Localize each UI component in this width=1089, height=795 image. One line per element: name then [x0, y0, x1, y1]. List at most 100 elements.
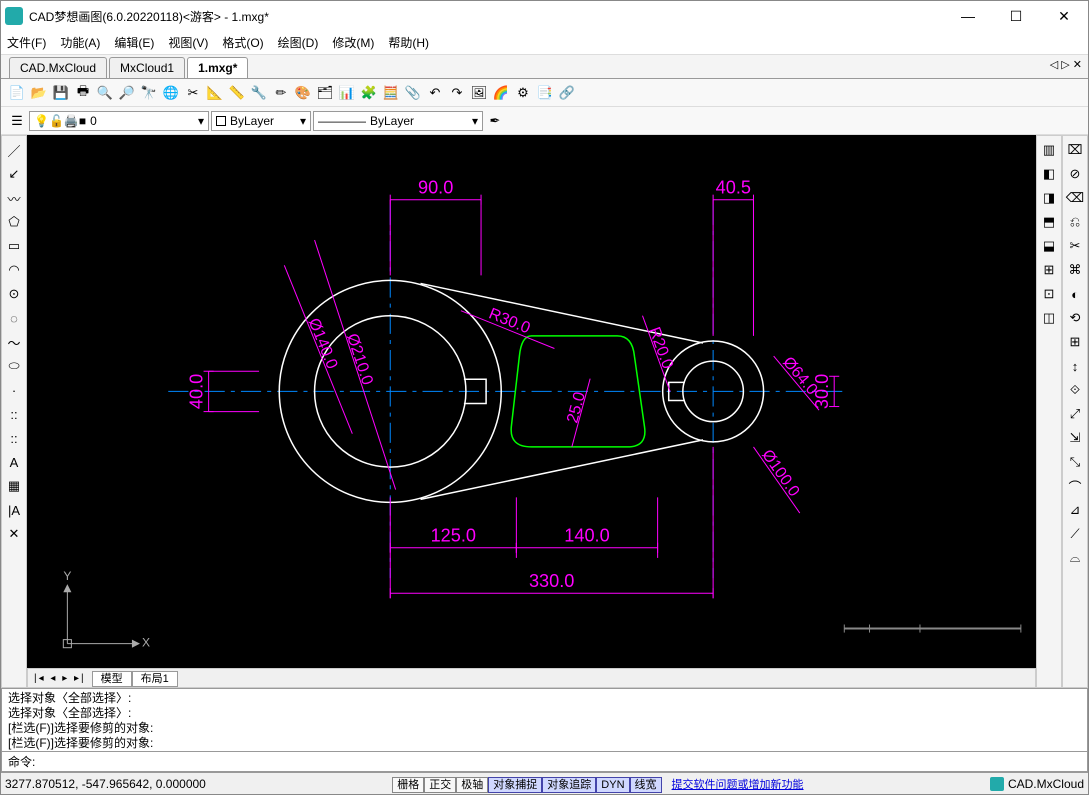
menu-item[interactable]: 编辑(E) — [114, 34, 154, 51]
doc-tab[interactable]: 1.mxg* — [187, 57, 248, 78]
draw-tool-button[interactable]: :: — [4, 404, 24, 424]
view-tool-button[interactable]: ◫ — [1039, 308, 1059, 328]
toolbar-button[interactable]: 🖼 — [469, 83, 489, 103]
toolbar-button[interactable]: 🔗 — [557, 83, 577, 103]
doc-tab[interactable]: MxCloud1 — [109, 57, 185, 78]
modify-tool-button[interactable]: ⎌ — [1065, 212, 1085, 232]
modify-tool-button[interactable]: ⟲ — [1065, 308, 1085, 328]
toolbar-button[interactable]: 🎨 — [293, 83, 313, 103]
layer-selector[interactable]: 💡🔓🖨️■0▾ — [29, 111, 209, 131]
status-toggle[interactable]: 栅格 — [392, 777, 424, 793]
draw-tool-button[interactable]: ▦ — [4, 476, 24, 496]
view-tool-button[interactable]: ◧ — [1039, 164, 1059, 184]
toolbar-button[interactable]: 🖶 — [73, 83, 93, 103]
status-toggle[interactable]: 极轴 — [456, 777, 488, 793]
toolbar-button[interactable]: 🔍 — [95, 83, 115, 103]
color-selector[interactable]: ByLayer▾ — [211, 111, 311, 131]
layout-tab[interactable]: 模型 — [92, 671, 132, 687]
draw-tool-button[interactable]: · — [4, 380, 24, 400]
draw-tool-button[interactable]: A — [4, 452, 24, 472]
layout-nav[interactable]: |◂ ◂ ▸ ▸| — [34, 673, 86, 684]
maximize-button[interactable]: ☐ — [996, 2, 1036, 30]
toolbar-button[interactable]: 📐 — [205, 83, 225, 103]
toolbar-button[interactable]: 📑 — [535, 83, 555, 103]
draw-tool-button[interactable]: ⊙ — [4, 284, 24, 304]
menu-item[interactable]: 功能(A) — [60, 34, 100, 51]
view-tool-button[interactable]: ⬒ — [1039, 212, 1059, 232]
toolbar-button[interactable]: 🔭 — [139, 83, 159, 103]
modify-tool-button[interactable]: ↕ — [1065, 356, 1085, 376]
draw-tool-button[interactable]: ⬭ — [4, 356, 24, 376]
modify-tool-button[interactable]: ⟐ — [1065, 380, 1085, 400]
toolbar-button[interactable]: 📏 — [227, 83, 247, 103]
command-line[interactable]: 命令: — [1, 752, 1088, 772]
status-toggle[interactable]: DYN — [596, 777, 629, 793]
modify-tool-button[interactable]: ⤡ — [1065, 452, 1085, 472]
drawing-canvas[interactable]: 90.040.5125.0140.0330.040.030.0Ø210.0Ø14… — [27, 135, 1036, 668]
draw-tool-button[interactable]: 〰 — [4, 188, 24, 208]
toolbar-button[interactable]: ↷ — [447, 83, 467, 103]
menu-item[interactable]: 视图(V) — [168, 34, 208, 51]
modify-tool-button[interactable]: ⟋ — [1065, 524, 1085, 544]
draw-tool-button[interactable]: |A — [4, 500, 24, 520]
toolbar-button[interactable]: 🧩 — [359, 83, 379, 103]
feedback-link[interactable]: 提交软件问题或增加新功能 — [672, 776, 804, 792]
layout-tab[interactable]: 布局1 — [132, 671, 178, 687]
modify-tool-button[interactable]: ⌓ — [1065, 548, 1085, 568]
status-toggle[interactable]: 对象捕捉 — [488, 777, 542, 793]
toolbar-button[interactable]: ✏ — [271, 83, 291, 103]
status-toggle[interactable]: 线宽 — [630, 777, 662, 793]
minimize-button[interactable]: — — [948, 2, 988, 30]
view-tool-button[interactable]: ◨ — [1039, 188, 1059, 208]
draw-tool-button[interactable]: ↙ — [4, 164, 24, 184]
menu-item[interactable]: 绘图(D) — [278, 34, 319, 51]
doc-tab[interactable]: CAD.MxCloud — [9, 57, 107, 78]
menu-item[interactable]: 帮助(H) — [388, 34, 429, 51]
tab-nav[interactable]: ◁ ▷ ✕ — [1050, 58, 1082, 71]
status-toggle[interactable]: 对象追踪 — [542, 777, 596, 793]
modify-tool-button[interactable]: ⌘ — [1065, 260, 1085, 280]
modify-tool-button[interactable]: ⤢ — [1065, 404, 1085, 424]
menu-item[interactable]: 格式(O) — [222, 34, 263, 51]
draw-tool-button[interactable]: 〜 — [4, 332, 24, 352]
toolbar-button[interactable]: ⚙ — [513, 83, 533, 103]
draw-tool-button[interactable]: ◌ — [4, 308, 24, 328]
view-tool-button[interactable]: ⬓ — [1039, 236, 1059, 256]
close-button[interactable]: ✕ — [1044, 2, 1084, 30]
draw-tool-button[interactable]: ◠ — [4, 260, 24, 280]
toolbar-button[interactable]: ✂ — [183, 83, 203, 103]
draw-tool-button[interactable]: :: — [4, 428, 24, 448]
toolbar-button[interactable]: 📎 — [403, 83, 423, 103]
layer-manager-icon[interactable]: ☰ — [7, 111, 27, 131]
toolbar-button[interactable]: 🧮 — [381, 83, 401, 103]
modify-tool-button[interactable]: ✂ — [1065, 236, 1085, 256]
toolbar-button[interactable]: 🌈 — [491, 83, 511, 103]
toolbar-button[interactable]: 🗂 — [315, 83, 335, 103]
modify-tool-button[interactable]: ◐ — [1065, 284, 1085, 304]
modify-tool-button[interactable]: ⌫ — [1065, 188, 1085, 208]
draw-tool-button[interactable]: ✕ — [4, 524, 24, 544]
modify-tool-button[interactable]: ⊘ — [1065, 164, 1085, 184]
view-tool-button[interactable]: ▥ — [1039, 140, 1059, 160]
draw-tool-button[interactable]: ▭ — [4, 236, 24, 256]
view-tool-button[interactable]: ⊡ — [1039, 284, 1059, 304]
draw-tool-button[interactable]: ／ — [4, 140, 24, 160]
modify-tool-button[interactable]: ⌧ — [1065, 140, 1085, 160]
view-tool-button[interactable]: ⊞ — [1039, 260, 1059, 280]
draw-tool-button[interactable]: ⬠ — [4, 212, 24, 232]
modify-tool-button[interactable]: ⊿ — [1065, 500, 1085, 520]
modify-tool-button[interactable]: ⇲ — [1065, 428, 1085, 448]
toolbar-button[interactable]: 🔎 — [117, 83, 137, 103]
toolbar-button[interactable]: 📊 — [337, 83, 357, 103]
toolbar-button[interactable]: ↶ — [425, 83, 445, 103]
menu-item[interactable]: 修改(M) — [332, 34, 374, 51]
toolbar-button[interactable]: 📄 — [7, 83, 27, 103]
toolbar-button[interactable]: 🔧 — [249, 83, 269, 103]
status-toggle[interactable]: 正交 — [424, 777, 456, 793]
toolbar-button[interactable]: 💾 — [51, 83, 71, 103]
toolbar-button[interactable]: 📂 — [29, 83, 49, 103]
toolbar-button[interactable]: 🌐 — [161, 83, 181, 103]
menu-item[interactable]: 文件(F) — [7, 34, 46, 51]
lineweight-icon[interactable]: ✒ — [485, 111, 505, 131]
linetype-selector[interactable]: ————ByLayer▾ — [313, 111, 483, 131]
